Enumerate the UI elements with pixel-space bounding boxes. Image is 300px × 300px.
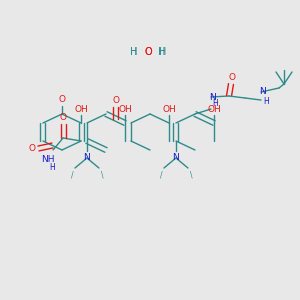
Text: N: N <box>84 154 90 163</box>
Text: N: N <box>172 154 179 163</box>
Text: NH: NH <box>41 155 55 164</box>
Text: H: H <box>49 164 55 172</box>
Text: O: O <box>144 47 152 57</box>
Text: /: / <box>70 170 73 179</box>
Text: O: O <box>112 96 119 105</box>
Text: H: H <box>159 47 167 57</box>
Text: H: H <box>130 47 138 57</box>
Text: H: H <box>212 100 218 109</box>
Text: H: H <box>158 47 166 57</box>
Text: O: O <box>29 144 36 153</box>
Text: H: H <box>130 47 138 57</box>
Text: OH: OH <box>74 104 88 113</box>
Text: OH: OH <box>118 104 132 113</box>
Text: N: N <box>260 88 266 97</box>
Text: \: \ <box>100 170 103 179</box>
Text: \: \ <box>190 170 192 179</box>
Text: O: O <box>58 95 65 104</box>
Text: OH: OH <box>162 104 176 113</box>
Text: H: H <box>263 98 269 106</box>
Text: N: N <box>208 92 215 101</box>
Text: O: O <box>60 113 67 122</box>
Text: O: O <box>229 74 236 82</box>
Text: OH: OH <box>207 104 221 113</box>
Text: /: / <box>160 170 162 179</box>
Text: O: O <box>144 47 152 57</box>
